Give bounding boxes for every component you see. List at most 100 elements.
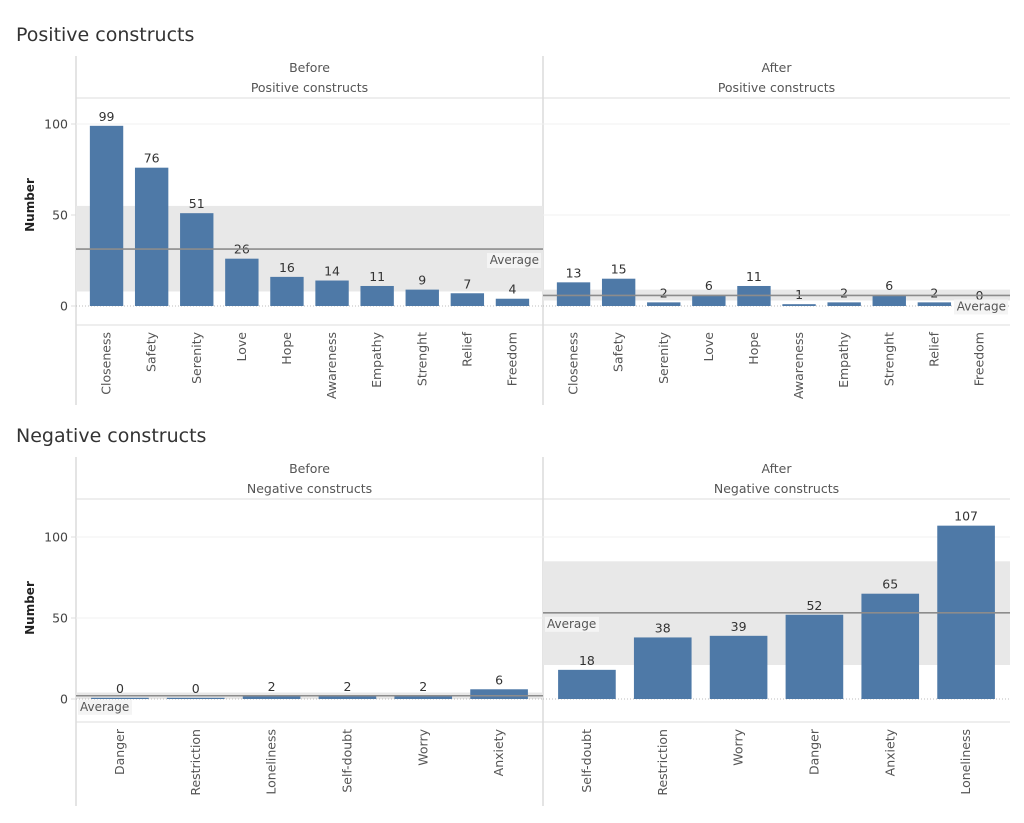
value-label: 99: [99, 109, 115, 124]
y-tick-label: 100: [44, 530, 68, 545]
category-label: Loneliness: [264, 729, 279, 795]
value-label: 7: [463, 276, 471, 291]
chart-title: Positive constructs: [16, 24, 194, 46]
bar[interactable]: [601, 278, 636, 306]
chart-title: Negative constructs: [16, 425, 206, 447]
panel-before: Before Negative constructs 0 Danger 0 Restric…: [76, 461, 543, 796]
bar[interactable]: [134, 167, 169, 306]
bar[interactable]: [225, 258, 259, 306]
panel-before: Before Positive constructs 99 Closeness 76 Sa…: [76, 60, 543, 399]
value-label: 0: [116, 681, 124, 696]
bar[interactable]: [318, 695, 377, 699]
panel-after: After Negative constructs 18 Self-doubt 38 Re…: [543, 461, 1010, 796]
category-label: Anxiety: [882, 728, 897, 776]
bar[interactable]: [470, 689, 528, 699]
category-label: Restriction: [188, 729, 203, 796]
category-label: Serenity: [189, 331, 204, 383]
category-label: Empathy: [836, 331, 851, 387]
bar[interactable]: [394, 695, 453, 699]
category-label: Worry: [415, 728, 430, 765]
bar[interactable]: [692, 295, 726, 306]
bar[interactable]: [89, 125, 124, 306]
bar[interactable]: [709, 635, 768, 699]
value-label: 2: [840, 285, 848, 300]
bar[interactable]: [872, 295, 906, 306]
average-label-box: [954, 299, 1008, 315]
category-label: Danger: [112, 728, 127, 775]
average-label-box: [487, 253, 541, 269]
y-tick-label: 0: [60, 692, 68, 707]
category-label: Awareness: [324, 332, 339, 399]
panel-header: Before: [289, 60, 330, 75]
y-tick-label: 100: [44, 117, 68, 132]
category-label: Empathy: [369, 331, 384, 387]
bar[interactable]: [405, 289, 439, 306]
bar[interactable]: [180, 213, 214, 306]
panel-subheader: Negative constructs: [714, 481, 839, 496]
value-label: 2: [268, 679, 276, 694]
value-label: 51: [189, 196, 205, 211]
bar[interactable]: [861, 593, 920, 699]
bar[interactable]: [647, 302, 681, 306]
value-label: 39: [731, 619, 747, 634]
value-label: 6: [885, 278, 893, 293]
average-label: Average: [80, 700, 129, 714]
category-label: Relief: [459, 331, 474, 366]
category-label: Relief: [926, 331, 941, 366]
category-label: Serenity: [656, 331, 671, 383]
bar[interactable]: [315, 280, 349, 306]
value-label: 2: [930, 285, 938, 300]
category-label: Danger: [806, 728, 821, 775]
category-label: Love: [701, 332, 716, 362]
category-label: Hope: [279, 332, 294, 365]
bar[interactable]: [495, 298, 530, 306]
average-label: Average: [547, 617, 596, 631]
category-label: Worry: [731, 728, 746, 765]
average-label-box: [78, 699, 132, 715]
panel-after: After Positive constructs 13 Closeness 15 Saf…: [543, 60, 1010, 399]
y-tick-label: 50: [52, 208, 68, 223]
bar[interactable]: [91, 697, 149, 699]
category-label: Awareness: [791, 332, 806, 399]
category-label: Closeness: [566, 332, 581, 395]
bar[interactable]: [270, 276, 304, 306]
bar[interactable]: [450, 293, 485, 306]
category-label: Safety: [144, 331, 159, 372]
bar[interactable]: [782, 304, 816, 306]
value-label: 11: [369, 269, 385, 284]
category-label: Strenght: [414, 332, 429, 386]
bar[interactable]: [917, 302, 952, 306]
bar[interactable]: [556, 282, 591, 306]
category-label: Freedom: [504, 332, 519, 386]
category-label: Restriction: [655, 729, 670, 796]
bar[interactable]: [827, 302, 861, 306]
bar[interactable]: [633, 637, 692, 699]
category-label: Strenght: [881, 332, 896, 386]
value-label: 14: [324, 264, 340, 279]
value-label: 13: [566, 265, 582, 280]
chart-positive: Positive constructs 0 50 100 Number Before Pos…: [16, 24, 1010, 405]
bar[interactable]: [166, 697, 225, 699]
value-label: 6: [705, 278, 713, 293]
category-label: Safety: [611, 331, 626, 372]
value-label: 9: [418, 273, 426, 288]
value-label: 16: [279, 260, 295, 275]
value-label: 52: [806, 598, 822, 613]
value-label: 6: [495, 672, 503, 687]
category-label: Closeness: [99, 332, 114, 395]
y-tick-label: 50: [52, 611, 68, 626]
bar[interactable]: [242, 695, 301, 699]
panel-subheader: Negative constructs: [247, 481, 372, 496]
value-label: 65: [882, 577, 898, 592]
bar[interactable]: [558, 669, 616, 699]
bar[interactable]: [785, 614, 844, 699]
panel-header: Before: [289, 461, 330, 476]
category-label: Freedom: [971, 332, 986, 386]
panel-header: After: [761, 461, 792, 476]
category-label: Self-doubt: [339, 729, 354, 793]
category-label: Love: [234, 332, 249, 362]
value-label: 18: [579, 653, 595, 668]
bar[interactable]: [360, 285, 394, 306]
